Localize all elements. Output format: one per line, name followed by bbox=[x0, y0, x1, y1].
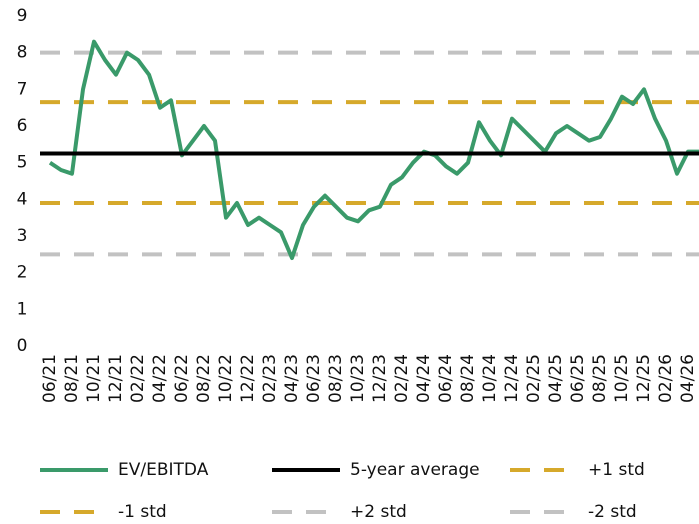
x-tick-label: 12/23 bbox=[370, 354, 390, 403]
y-tick-label: 1 bbox=[17, 299, 28, 319]
x-tick-label: 06/22 bbox=[172, 354, 192, 403]
x-tick-label: 04/26 bbox=[678, 354, 698, 403]
x-tick-label: 10/23 bbox=[348, 354, 368, 403]
series-line bbox=[48, 39, 699, 260]
legend-label: -2 std bbox=[588, 502, 637, 520]
x-tick-label: 12/21 bbox=[106, 354, 126, 403]
legend-label: 5-year average bbox=[350, 460, 480, 480]
x-tick-label: 12/24 bbox=[502, 354, 522, 403]
x-tick-label: 10/25 bbox=[612, 354, 632, 403]
x-tick-label: 06/21 bbox=[40, 354, 60, 403]
y-tick-label: 3 bbox=[17, 226, 28, 246]
y-tick-label: 0 bbox=[17, 336, 28, 356]
x-tick-label: 10/24 bbox=[480, 354, 500, 403]
y-tick-label: 6 bbox=[17, 116, 28, 136]
y-tick-label: 7 bbox=[17, 79, 28, 99]
legend-label: +2 std bbox=[350, 502, 407, 520]
x-tick-label: 04/22 bbox=[150, 354, 170, 403]
legend-label: +1 std bbox=[588, 460, 645, 480]
x-tick-label: 12/25 bbox=[634, 354, 654, 403]
x-tick-label: 06/24 bbox=[436, 354, 456, 403]
legend-label: EV/EBITDA bbox=[118, 460, 209, 480]
x-tick-label: 08/21 bbox=[62, 354, 82, 403]
x-tick-label: 04/24 bbox=[414, 354, 434, 403]
x-tick-label: 04/23 bbox=[282, 354, 302, 403]
y-tick-label: 8 bbox=[17, 43, 28, 63]
x-tick-label: 02/22 bbox=[128, 354, 148, 403]
x-tick-label: 08/25 bbox=[590, 354, 610, 403]
y-tick-label: 9 bbox=[17, 6, 28, 26]
y-tick-label: 4 bbox=[17, 189, 28, 209]
x-tick-label: 06/23 bbox=[304, 354, 324, 403]
y-tick-label: 5 bbox=[17, 153, 28, 173]
x-tick-label: 02/24 bbox=[392, 354, 412, 403]
x-tick-label: 06/25 bbox=[568, 354, 588, 403]
x-tick-label: 08/23 bbox=[326, 354, 346, 403]
x-tick-label: 02/25 bbox=[524, 354, 544, 403]
x-tick-label: 02/26 bbox=[656, 354, 676, 403]
x-tick-label: 02/23 bbox=[260, 354, 280, 403]
x-tick-label: 12/22 bbox=[238, 354, 258, 403]
y-tick-label: 2 bbox=[17, 263, 28, 283]
x-tick-label: 04/25 bbox=[546, 354, 566, 403]
x-tick-label: 10/21 bbox=[84, 354, 104, 403]
x-tick-label: 10/22 bbox=[216, 354, 236, 403]
x-tick-label: 08/24 bbox=[458, 354, 478, 403]
legend-label: -1 std bbox=[118, 502, 167, 520]
x-tick-label: 08/22 bbox=[194, 354, 214, 403]
